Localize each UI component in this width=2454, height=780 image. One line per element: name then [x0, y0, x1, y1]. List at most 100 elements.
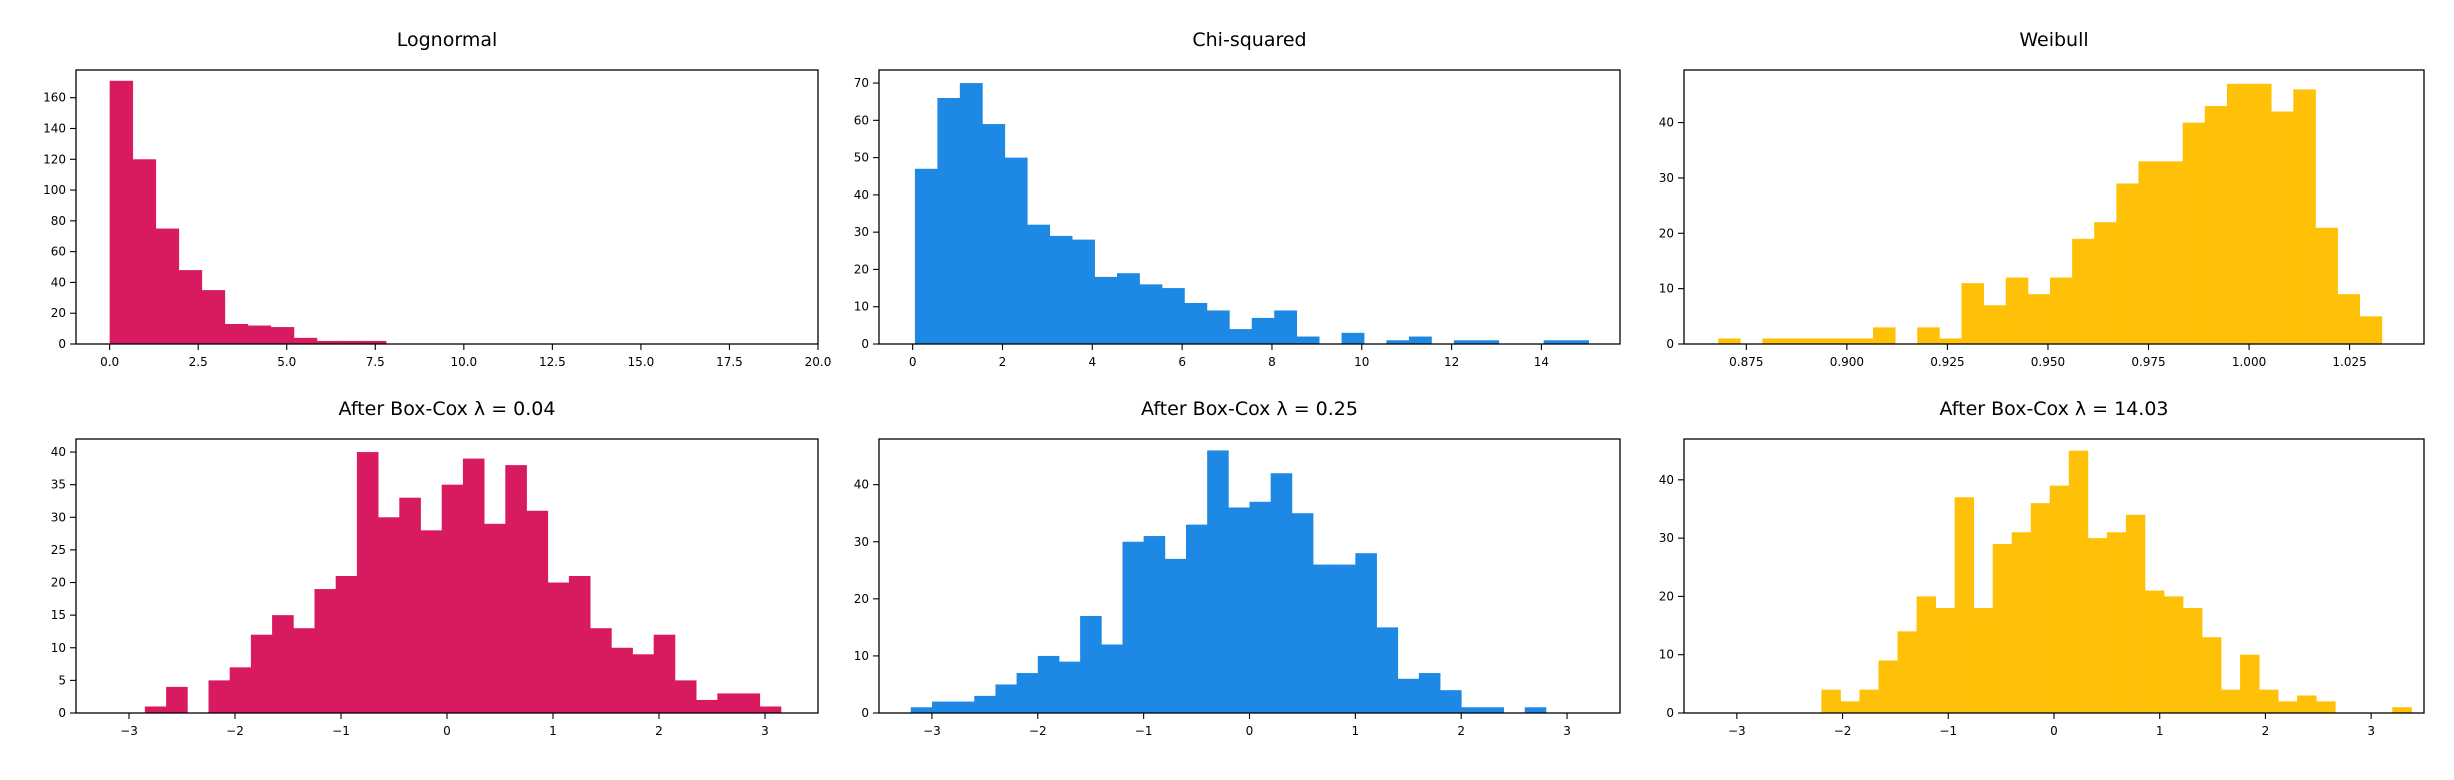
histogram-bar: [738, 693, 761, 713]
histogram-bar: [356, 452, 379, 713]
histogram-bar: [178, 270, 203, 344]
x-tick-label: 10: [1354, 355, 1369, 369]
x-tick-label: 0: [1246, 724, 1254, 738]
histogram-bar: [590, 628, 612, 713]
histogram-bar: [1992, 543, 2013, 713]
histogram-bar: [1341, 332, 1365, 344]
y-tick-label: 25: [51, 543, 66, 557]
histogram-bar: [1058, 661, 1081, 714]
histogram-bar: [462, 458, 485, 713]
histogram-bar: [250, 634, 273, 713]
histogram-bar: [611, 647, 633, 713]
histogram-bar: [1961, 283, 1985, 344]
histogram-bar: [2259, 689, 2279, 713]
histogram-bar: [2087, 538, 2108, 713]
y-tick-label: 10: [854, 300, 869, 314]
x-tick-label: 1: [1352, 724, 1360, 738]
x-tick-label: 1: [2156, 724, 2164, 738]
x-tick-label: 2.5: [189, 355, 208, 369]
histogram-bar: [2202, 637, 2222, 713]
histogram-bar: [1207, 450, 1229, 713]
histogram-bar: [1080, 615, 1102, 713]
histogram-bar: [1184, 302, 1208, 344]
x-tick-label: 2: [999, 355, 1007, 369]
histogram-bar: [314, 589, 337, 713]
histogram-bar: [1784, 338, 1808, 344]
y-tick-label: 30: [854, 225, 869, 239]
y-tick-label: 120: [43, 152, 66, 166]
y-tick-label: 10: [1659, 282, 1674, 296]
y-tick-label: 0: [58, 706, 66, 720]
histogram-bar: [2106, 532, 2127, 713]
x-tick-label: 0: [443, 724, 451, 738]
x-tick-label: −2: [226, 724, 244, 738]
histogram-bar: [166, 686, 188, 713]
histogram-bar: [568, 576, 591, 713]
x-tick-label: 12.5: [539, 355, 566, 369]
y-tick-label: 10: [1659, 648, 1674, 662]
histogram-bar: [2316, 701, 2336, 713]
y-tick-label: 60: [854, 113, 869, 127]
y-tick-label: 10: [51, 641, 66, 655]
x-tick-label: −3: [923, 724, 941, 738]
histogram-bar: [526, 510, 549, 713]
histogram-bar: [1270, 473, 1293, 713]
x-tick-label: 1: [549, 724, 557, 738]
histogram-bar: [653, 634, 676, 713]
histogram-bar: [2160, 161, 2184, 344]
x-tick-label: −2: [1834, 724, 1852, 738]
histogram-bar: [1440, 690, 1462, 713]
x-tick-label: −1: [1135, 724, 1153, 738]
histogram-bar: [1117, 273, 1140, 344]
histogram-bar: [1859, 689, 1879, 713]
histogram-bar: [1251, 317, 1275, 344]
histogram-bar: [1334, 564, 1356, 713]
y-tick-label: 10: [854, 649, 869, 663]
x-tick-label: 15.0: [628, 355, 655, 369]
y-tick-label: 140: [43, 121, 66, 135]
histogram-bar: [224, 323, 249, 344]
histogram-panel-4: After Box-Cox λ = 0.04−3 −2 −1 0 1 2 305101520…: [51, 398, 819, 738]
histogram-bar: [1072, 239, 1095, 344]
x-tick-label: −1: [332, 724, 350, 738]
x-tick-label: 14: [1534, 355, 1549, 369]
histogram-bar: [1164, 558, 1187, 714]
x-tick-label: 2: [1457, 724, 1465, 738]
histogram-bar: [1762, 338, 1785, 344]
x-tick-label: 4: [1088, 355, 1096, 369]
y-tick-label: 40: [51, 445, 66, 459]
histogram-bar: [1274, 310, 1298, 344]
y-tick-label: 0: [58, 337, 66, 351]
histogram-bar: [1939, 338, 1962, 344]
histogram-bar: [1917, 327, 1940, 344]
histogram-bar: [1873, 327, 1896, 344]
histogram-bar: [1161, 288, 1185, 344]
y-tick-label: 20: [51, 576, 66, 590]
x-tick-label: 0.950: [2031, 355, 2065, 369]
x-tick-label: −3: [1728, 724, 1746, 738]
histogram-bar: [1291, 513, 1314, 713]
panel-title: After Box-Cox λ = 0.25: [1141, 398, 1358, 420]
histogram-bar: [2030, 503, 2051, 713]
histogram-bar: [1016, 673, 1039, 713]
histogram-bar: [2204, 105, 2228, 344]
histogram-bar: [2221, 689, 2241, 713]
histogram-bar: [1461, 707, 1483, 713]
histogram-bar: [1897, 631, 1917, 713]
panel-title: Chi-squared: [1192, 29, 1306, 51]
histogram-bar: [1122, 541, 1145, 713]
histogram-panel-2: Chi-squared 0 2 4 6 8 10 12 14 0 10 20 30 40 50 60 70: [854, 29, 1621, 369]
x-tick-label: −3: [120, 724, 138, 738]
panel-title: Lognormal: [397, 29, 498, 51]
histogram-bar: [2072, 238, 2095, 344]
histogram-bar: [2392, 707, 2412, 713]
histogram-bar: [378, 517, 400, 713]
histogram-bar: [1376, 627, 1399, 714]
histogram-bar: [1418, 673, 1441, 713]
y-tick-label: 0: [1666, 337, 1674, 351]
histogram-bar: [1296, 336, 1320, 344]
histogram-bar: [229, 667, 252, 713]
y-tick-label: 5: [58, 673, 66, 687]
y-tick-label: 40: [854, 478, 869, 492]
